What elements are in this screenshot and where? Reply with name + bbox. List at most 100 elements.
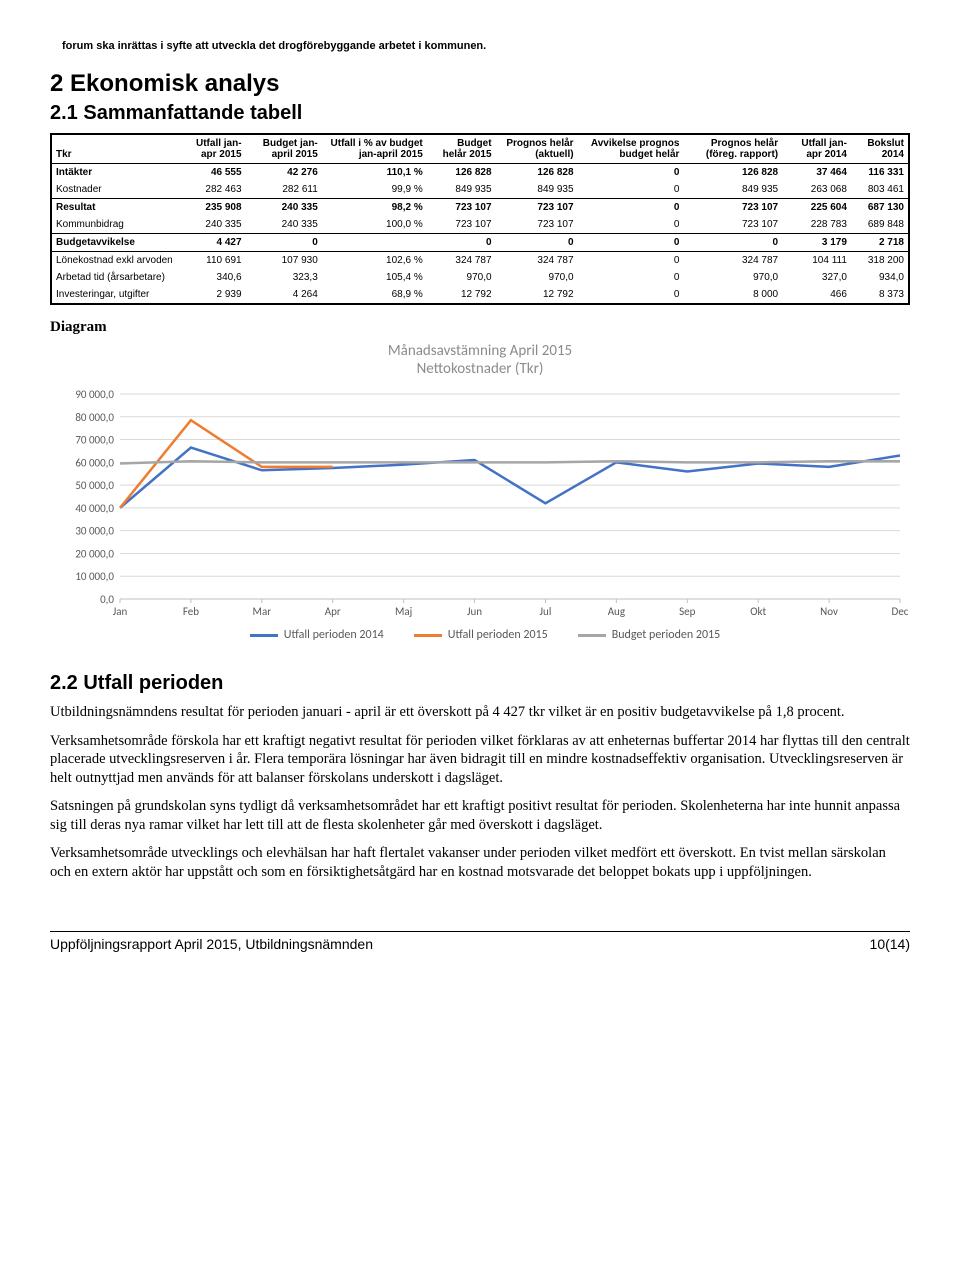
svg-text:70 000,0: 70 000,0 [75,434,114,447]
table-cell: Intäkter [51,164,177,182]
table-cell: 235 908 [177,199,246,217]
table-cell: 4 264 [246,286,322,304]
table-cell: Resultat [51,199,177,217]
table-cell: Investeringar, utgifter [51,286,177,304]
table-cell: 126 828 [427,164,496,182]
table-row: Budgetavvikelse4 427000003 1792 718 [51,234,909,252]
table-cell: 2 939 [177,286,246,304]
table-cell: 68,9 % [322,286,427,304]
table-cell: 2 718 [851,234,909,252]
table-cell: Budgetavvikelse [51,234,177,252]
table-cell: 240 335 [246,216,322,234]
table-header: Budget helår 2015 [427,134,496,164]
svg-text:Jan: Jan [113,605,128,618]
table-cell: 225 604 [782,199,851,217]
svg-text:Feb: Feb [183,605,199,618]
table-cell [322,234,427,252]
page-footer: Uppföljningsrapport April 2015, Utbildni… [50,931,910,952]
table-cell: 340,6 [177,269,246,286]
svg-text:Nov: Nov [820,605,838,618]
table-cell: 323,3 [246,269,322,286]
table-row: Lönekostnad exkl arvoden110 691107 93010… [51,252,909,270]
table-cell: Kommunbidrag [51,216,177,234]
table-row: Intäkter46 55542 276110,1 %126 828126 82… [51,164,909,182]
table-row: Resultat235 908240 33598,2 %723 107723 1… [51,199,909,217]
legend-swatch [250,634,278,637]
svg-text:Jun: Jun [467,605,482,618]
table-cell: 687 130 [851,199,909,217]
table-row: Kostnader282 463282 61199,9 %849 935849 … [51,181,909,199]
svg-text:Apr: Apr [325,605,341,618]
table-cell: 104 111 [782,252,851,270]
table-row: Arbetad tid (årsarbetare)340,6323,3105,4… [51,269,909,286]
table-cell: 849 935 [427,181,496,199]
table-header: Prognos helår (föreg. rapport) [683,134,782,164]
footer-right: 10(14) [870,936,910,952]
table-header: Utfall i % av budget jan-april 2015 [322,134,427,164]
svg-text:10 000,0: 10 000,0 [75,570,114,583]
table-cell: 324 787 [683,252,782,270]
table-cell: 0 [578,269,684,286]
svg-text:Dec: Dec [892,605,909,618]
table-cell: 318 200 [851,252,909,270]
svg-text:Jul: Jul [540,605,552,618]
table-cell: 110 691 [177,252,246,270]
svg-text:Maj: Maj [395,605,413,618]
svg-text:30 000,0: 30 000,0 [75,525,114,538]
table-cell: 4 427 [177,234,246,252]
table-cell: 0 [578,181,684,199]
chart-container: Månadsavstämning April 2015 Nettokostnad… [50,342,910,642]
table-header: Budget jan-april 2015 [246,134,322,164]
svg-text:60 000,0: 60 000,0 [75,456,114,469]
table-cell: 0 [578,199,684,217]
table-cell: 105,4 % [322,269,427,286]
svg-text:Aug: Aug [608,605,625,618]
body-paragraph: Satsningen på grundskolan syns tydligt d… [50,797,910,834]
table-cell: 37 464 [782,164,851,182]
svg-text:80 000,0: 80 000,0 [75,411,114,424]
table-cell: 12 792 [496,286,578,304]
table-cell: 240 335 [246,199,322,217]
table-cell: 849 935 [496,181,578,199]
chart-legend: Utfall perioden 2014Utfall perioden 2015… [50,628,910,642]
table-cell: 689 848 [851,216,909,234]
table-cell: 126 828 [683,164,782,182]
table-cell: 282 611 [246,181,322,199]
body-paragraph: Verksamhetsområde förskola har ett kraft… [50,732,910,788]
table-cell: 0 [578,234,684,252]
table-cell: 466 [782,286,851,304]
legend-swatch [414,634,442,637]
table-cell: Lönekostnad exkl arvoden [51,252,177,270]
table-cell: 116 331 [851,164,909,182]
table-cell: 0 [683,234,782,252]
table-cell: 8 000 [683,286,782,304]
svg-text:Okt: Okt [750,605,766,618]
legend-swatch [578,634,606,637]
table-cell: Arbetad tid (årsarbetare) [51,269,177,286]
svg-text:Sep: Sep [679,605,696,618]
table-cell: 0 [578,252,684,270]
chart-title: Månadsavstämning April 2015 Nettokostnad… [50,342,910,378]
table-cell: 8 373 [851,286,909,304]
table-header: Prognos helår (aktuell) [496,134,578,164]
table-header: Tkr [51,134,177,164]
table-cell: 723 107 [427,216,496,234]
table-cell: 228 783 [782,216,851,234]
svg-text:50 000,0: 50 000,0 [75,479,114,492]
footer-left: Uppföljningsrapport April 2015, Utbildni… [50,936,373,952]
svg-text:Mar: Mar [253,605,272,618]
svg-text:40 000,0: 40 000,0 [75,502,114,515]
intro-note: forum ska inrättas i syfte att utveckla … [62,40,910,52]
table-cell: 98,2 % [322,199,427,217]
table-cell: 934,0 [851,269,909,286]
table-cell: 42 276 [246,164,322,182]
table-cell: 282 463 [177,181,246,199]
heading-2-1: 2.1 Sammanfattande tabell [50,102,910,125]
table-row: Investeringar, utgifter2 9394 26468,9 % 1… [51,286,909,304]
table-cell: 102,6 % [322,252,427,270]
table-cell: 723 107 [683,216,782,234]
table-cell: 723 107 [496,199,578,217]
diagram-label: Diagram [50,319,910,336]
table-cell: 970,0 [683,269,782,286]
table-row: Kommunbidrag240 335240 335100,0 %723 107… [51,216,909,234]
